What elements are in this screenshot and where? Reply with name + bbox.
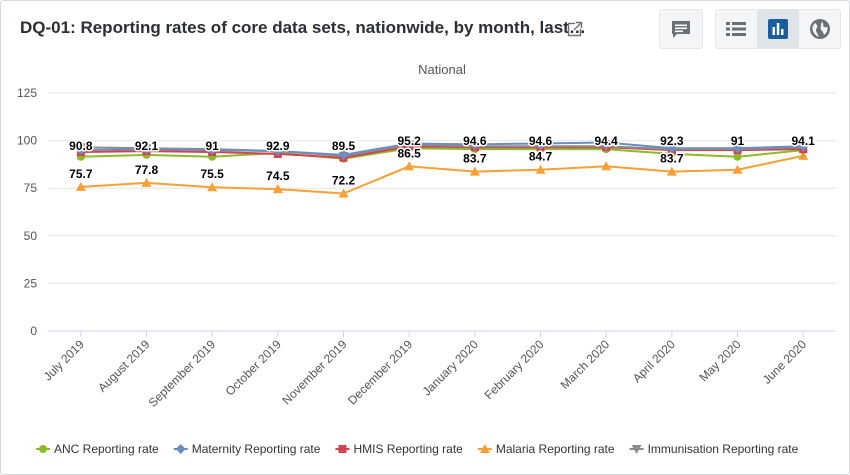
data-point <box>479 444 490 453</box>
x-tick-label: October 2019 <box>223 337 285 399</box>
legend-label: Maternity Reporting rate <box>192 442 321 456</box>
chat-bubble-icon <box>672 21 690 38</box>
list-icon <box>726 22 746 36</box>
data-label: 90.8 <box>69 139 93 153</box>
x-tick-label: May 2020 <box>696 337 743 384</box>
x-tick-label: November 2019 <box>279 337 350 408</box>
data-label: 89.5 <box>332 139 356 153</box>
data-point <box>798 150 809 160</box>
data-label: 94.1 <box>791 134 815 148</box>
legend-label: ANC Reporting rate <box>54 442 159 456</box>
data-point <box>666 166 677 176</box>
data-point <box>601 137 612 148</box>
data-point <box>631 445 642 454</box>
external-link-icon[interactable] <box>567 21 583 37</box>
data-point <box>141 144 152 155</box>
y-tick-label: 100 <box>17 134 37 148</box>
legend-item-anc: ANC Reporting rate <box>36 442 159 456</box>
data-label: 92.9 <box>266 139 290 153</box>
x-tick-label: February 2020 <box>482 337 547 402</box>
data-label: 83.7 <box>660 152 684 166</box>
data-label: 86.5 <box>397 146 421 160</box>
data-point <box>535 164 546 174</box>
data-point <box>469 139 480 150</box>
data-point <box>666 143 677 154</box>
data-point <box>75 181 86 191</box>
data-point <box>207 182 218 192</box>
legend-label: Immunisation Reporting rate <box>648 442 799 456</box>
data-label: 91 <box>731 134 745 148</box>
data-label: 83.7 <box>463 152 487 166</box>
x-tick-label: August 2019 <box>95 337 153 395</box>
data-point <box>732 143 743 154</box>
chart-view-button[interactable] <box>757 9 799 49</box>
data-point <box>733 152 742 161</box>
data-label: 72.2 <box>332 174 356 188</box>
series-maternity <box>75 137 809 160</box>
data-point <box>272 184 283 194</box>
x-tick-label: September 2019 <box>146 337 219 410</box>
y-tick-label: 25 <box>24 276 38 290</box>
series-malaria <box>75 150 809 198</box>
data-label: 92.1 <box>135 139 159 153</box>
data-label: 94.6 <box>529 134 553 148</box>
interpretations-button[interactable] <box>659 9 703 49</box>
legend-item-hmis: HMIS Reporting rate <box>335 442 463 456</box>
data-point <box>535 138 546 149</box>
series-line <box>80 147 804 160</box>
data-point <box>732 164 743 174</box>
y-tick-label: 50 <box>24 229 38 243</box>
series-line <box>80 154 804 195</box>
data-point <box>338 188 349 198</box>
x-tick-label: June 2020 <box>760 337 810 387</box>
data-label: 94.4 <box>594 134 618 148</box>
data-label: 84.7 <box>529 150 553 164</box>
data-label: 91 <box>205 139 219 153</box>
data-point <box>338 149 349 160</box>
legend-label: Malaria Reporting rate <box>496 442 615 456</box>
x-tick-label: April 2020 <box>630 337 678 385</box>
globe-icon <box>810 19 830 39</box>
x-tick-label: July 2019 <box>41 337 87 383</box>
data-label: 94.6 <box>463 134 487 148</box>
data-label: 75.7 <box>69 167 93 181</box>
series-line <box>80 141 804 156</box>
data-point <box>39 445 47 453</box>
legend-item-maternity: Maternity Reporting rate <box>173 442 321 456</box>
data-point <box>207 145 218 156</box>
data-point <box>798 141 809 152</box>
data-point <box>404 161 415 171</box>
data-point <box>404 138 415 149</box>
data-label: 92.3 <box>660 134 684 148</box>
y-tick-label: 75 <box>24 181 38 195</box>
chart-subtitle: National <box>418 62 466 77</box>
data-label: 95.2 <box>397 134 421 148</box>
data-point <box>469 166 480 176</box>
legend-label: HMIS Reporting rate <box>353 442 463 456</box>
x-tick-label: January 2020 <box>420 337 482 399</box>
data-point <box>272 146 283 157</box>
x-tick-label: March 2020 <box>558 337 613 392</box>
data-label: 74.5 <box>266 169 290 183</box>
y-tick-label: 125 <box>17 86 37 100</box>
table-view-button[interactable] <box>715 9 757 49</box>
data-point <box>601 161 612 171</box>
data-point <box>141 177 152 187</box>
legend-item-immunisation: Immunisation Reporting rate <box>629 442 799 456</box>
x-tick-label: December 2019 <box>345 337 416 408</box>
data-point <box>75 145 86 156</box>
data-point <box>338 445 347 453</box>
data-label: 75.5 <box>200 167 224 181</box>
data-point <box>175 444 186 454</box>
map-view-button[interactable] <box>799 9 841 49</box>
chart-title: DQ-01: Reporting rates of core data sets… <box>20 18 586 37</box>
bar-chart-icon <box>768 19 788 39</box>
y-tick-label: 0 <box>30 324 37 338</box>
legend-item-malaria: Malaria Reporting rate <box>477 442 615 456</box>
data-label: 77.8 <box>135 163 159 177</box>
